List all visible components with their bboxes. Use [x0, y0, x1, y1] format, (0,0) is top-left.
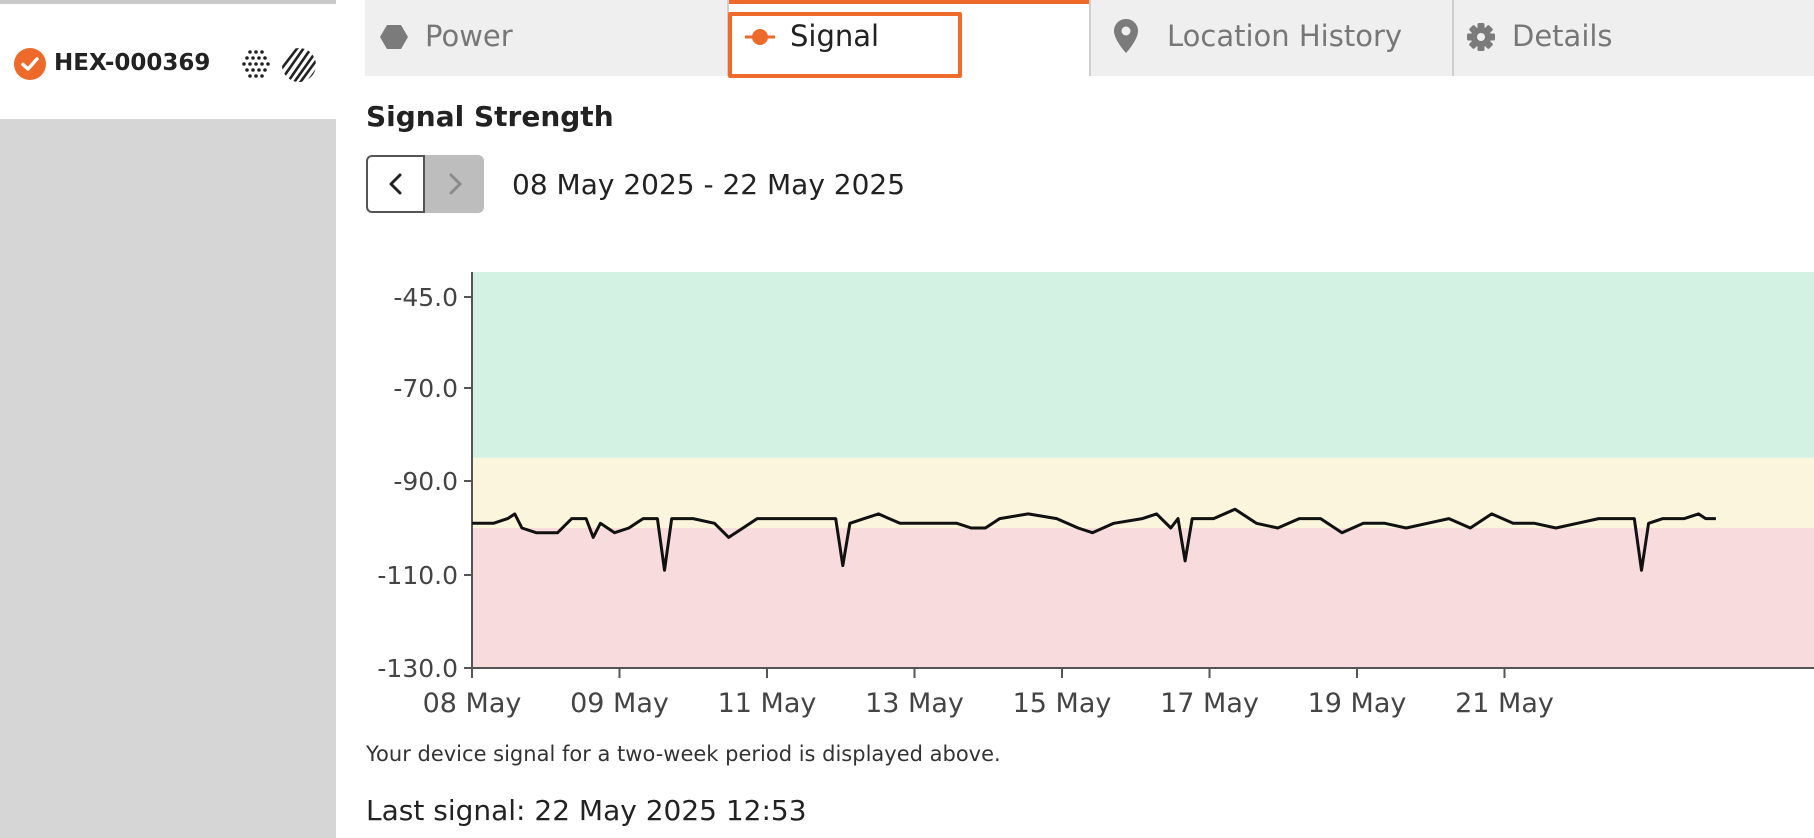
x-tick-label: 17 May — [1160, 688, 1259, 719]
tab-signal-label: Signal — [790, 19, 880, 53]
x-tick-label: 11 May — [718, 688, 817, 719]
device-id: HEX-000369 — [54, 50, 211, 76]
x-tick-label: 08 May — [423, 688, 522, 719]
band-poor — [472, 528, 1814, 668]
tab-signal[interactable]: Signal — [729, 0, 1089, 76]
x-tick-label: 15 May — [1013, 688, 1112, 719]
hexagon-icon — [379, 22, 409, 52]
tab-power-label: Power — [425, 19, 513, 53]
sidebar: HEX-000369 — [0, 0, 336, 838]
tab-divider — [1452, 0, 1454, 76]
y-tick-label: -70.0 — [393, 374, 458, 403]
tab-divider — [1089, 0, 1091, 76]
sidebar-top-border — [0, 0, 336, 4]
tab-details[interactable]: Details — [1454, 0, 1814, 76]
tab-location-history[interactable]: Location History — [1091, 0, 1452, 76]
y-tick-label: -130.0 — [377, 654, 458, 683]
date-range-label: 08 May 2025 - 22 May 2025 — [512, 168, 906, 201]
previous-period-button[interactable] — [366, 155, 425, 213]
x-tick-label: 13 May — [865, 688, 964, 719]
next-period-button[interactable] — [425, 155, 484, 213]
gear-icon — [1466, 22, 1496, 52]
chart-caption: Your device signal for a two-week period… — [366, 742, 1001, 766]
signal-dot-icon — [743, 22, 775, 52]
y-tick-label: -45.0 — [393, 283, 458, 312]
x-tick-label: 21 May — [1455, 688, 1554, 719]
signal-chart: -45.0 -70.0 -90.0 -110.0 -130.0 08 May 09 May 1… — [360, 262, 1814, 742]
tab-power[interactable]: Power — [365, 0, 728, 76]
signal-strength-title: Signal Strength — [366, 100, 614, 133]
map-pin-icon — [1113, 18, 1143, 53]
signal-line — [472, 507, 1716, 572]
y-tick-label: -110.0 — [377, 561, 458, 590]
signal-chart-svg: -45.0 -70.0 -90.0 -110.0 -130.0 08 May 09 May 1… — [377, 272, 1814, 719]
x-tick-label: 09 May — [570, 688, 669, 719]
dot-grid-icon — [238, 46, 274, 82]
check-circle-icon — [14, 48, 46, 80]
tab-location-history-label: Location History — [1167, 19, 1403, 53]
device-card[interactable]: HEX-000369 — [0, 4, 336, 119]
band-fair — [472, 457, 1814, 528]
last-signal-text: Last signal: 22 May 2025 12:53 — [366, 794, 807, 827]
striped-circle-icon — [280, 46, 318, 84]
chevron-right-icon — [449, 173, 461, 195]
y-tick-label: -90.0 — [393, 467, 458, 496]
x-tick-label: 19 May — [1308, 688, 1407, 719]
band-good — [472, 272, 1814, 458]
chevron-left-icon — [389, 173, 401, 195]
tab-details-label: Details — [1512, 19, 1613, 53]
